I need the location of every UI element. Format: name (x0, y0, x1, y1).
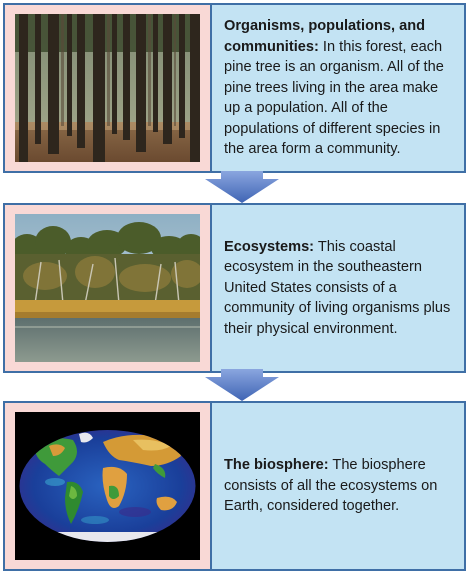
image-frame (5, 5, 212, 171)
panel-text: The biosphere: The biosphere consists of… (224, 455, 454, 517)
image-frame (5, 205, 212, 371)
image-frame (5, 403, 212, 569)
panel-text: Ecosystems: This coastal ecosystem in th… (224, 237, 454, 340)
text-column: Ecosystems: This coastal ecosystem in th… (212, 205, 464, 371)
panel-body: In this forest, each pine tree is an org… (224, 38, 444, 158)
panel-body: The biosphere consists of all the ecosys… (224, 457, 438, 515)
coastal-photo (15, 214, 200, 362)
forest-photo (15, 14, 200, 162)
panel-organisms: Organisms, populations, and communities:… (3, 3, 466, 173)
text-column: The biosphere: The biosphere consists of… (212, 403, 464, 569)
panel-biosphere: The biosphere: The biosphere consists of… (3, 401, 466, 571)
earth-map (15, 412, 200, 560)
panel-heading: The biosphere: (224, 457, 329, 474)
panel-heading: Ecosystems: (224, 238, 315, 255)
panel-text: Organisms, populations, and communities:… (224, 16, 454, 160)
down-arrow-icon (205, 171, 279, 203)
text-column: Organisms, populations, and communities:… (212, 5, 464, 171)
panel-ecosystems: Ecosystems: This coastal ecosystem in th… (3, 203, 466, 373)
panel-body: This coastal ecosystem in the southeaste… (224, 238, 451, 337)
panel-heading: Organisms, populations, and communities: (224, 18, 426, 55)
down-arrow-icon (205, 369, 279, 401)
